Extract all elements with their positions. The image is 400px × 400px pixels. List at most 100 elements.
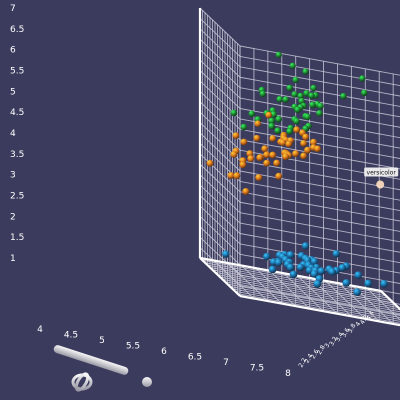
scatter-point[interactable] xyxy=(296,263,305,272)
scatter-point[interactable] xyxy=(338,264,347,272)
x-tick-label: 5 xyxy=(99,336,105,346)
scatter-point[interactable] xyxy=(261,145,269,153)
scatter-point[interactable] xyxy=(304,113,311,121)
y-tick-label: 2.5 xyxy=(10,192,24,202)
scatter-point[interactable] xyxy=(289,270,298,279)
scatter-point[interactable] xyxy=(247,155,255,163)
scatter-point[interactable] xyxy=(317,267,326,275)
scatter-point[interactable] xyxy=(259,90,267,98)
scatter-point[interactable] xyxy=(262,252,271,261)
scatter-point[interactable] xyxy=(273,159,281,167)
y-tick-label: 5.5 xyxy=(10,67,24,77)
scatter-point[interactable] xyxy=(274,258,283,267)
scatter-point[interactable] xyxy=(282,96,289,103)
scatter-point[interactable] xyxy=(332,250,341,258)
scatter-point[interactable] xyxy=(300,140,307,147)
scatter-point[interactable] xyxy=(289,62,296,69)
scatter-point[interactable] xyxy=(292,76,299,84)
scatter-point[interactable] xyxy=(294,106,301,114)
scatter-point[interactable] xyxy=(227,172,235,179)
sphere-icon[interactable] xyxy=(142,377,152,387)
scatter-point[interactable] xyxy=(354,271,363,280)
scatter-point[interactable] xyxy=(302,133,309,141)
scatter-point[interactable] xyxy=(248,110,256,118)
scatter-point[interactable] xyxy=(269,135,277,142)
scatter-point[interactable] xyxy=(275,115,283,123)
y-tick-label: 1.5 xyxy=(10,233,24,243)
scatter-point[interactable] xyxy=(285,140,293,148)
scatter-point[interactable] xyxy=(340,92,347,100)
scatter-point[interactable] xyxy=(292,150,300,158)
scatter-point[interactable] xyxy=(270,111,278,118)
scatter-point[interactable] xyxy=(317,102,324,110)
scatter-point[interactable] xyxy=(222,250,230,258)
scatter-point[interactable] xyxy=(254,120,262,128)
scatter-point[interactable] xyxy=(300,152,308,160)
scatter-point[interactable] xyxy=(279,139,287,146)
scatter-point[interactable] xyxy=(313,280,322,288)
scatter-point[interactable] xyxy=(232,132,240,139)
rotate-tool-icon[interactable] xyxy=(53,344,130,376)
scatter-point[interactable] xyxy=(293,117,300,125)
scatter-point[interactable] xyxy=(242,187,250,196)
scatter-point[interactable] xyxy=(286,84,293,92)
scatter-point[interactable] xyxy=(310,84,317,92)
scatter-point[interactable] xyxy=(353,288,362,297)
scatter-point[interactable] xyxy=(310,270,319,278)
scatter-point[interactable] xyxy=(269,151,277,159)
scatter-point[interactable] xyxy=(253,134,261,142)
floor-gridline xyxy=(241,265,283,304)
scatter-point[interactable] xyxy=(276,96,283,103)
scatter-point[interactable] xyxy=(230,109,238,117)
scatter-point[interactable] xyxy=(328,268,337,276)
scatter-point[interactable] xyxy=(286,128,293,135)
scatter-point[interactable] xyxy=(256,154,264,162)
scatter-point[interactable] xyxy=(274,127,282,135)
scatter-point[interactable] xyxy=(303,90,310,97)
scatter-point[interactable] xyxy=(364,279,373,288)
scatter-point[interactable] xyxy=(308,92,315,99)
scatter-point[interactable] xyxy=(263,159,271,167)
scatter-point[interactable] xyxy=(265,111,273,119)
scatter-point[interactable] xyxy=(240,138,248,146)
x-tick-label: 7 xyxy=(223,358,229,368)
scatter-point[interactable] xyxy=(304,146,311,154)
scatter-point[interactable] xyxy=(275,51,282,59)
scatter-point[interactable] xyxy=(268,117,276,125)
scatter-point[interactable] xyxy=(297,92,304,100)
scatter-point[interactable] xyxy=(301,242,310,250)
scatter-point[interactable] xyxy=(286,251,295,259)
scatter-point[interactable] xyxy=(255,174,263,182)
scatter-point[interactable] xyxy=(316,110,323,117)
scatter-point[interactable] xyxy=(268,265,277,274)
scatter-point[interactable] xyxy=(268,122,276,130)
orbit-ring-icon[interactable] xyxy=(71,372,93,392)
scatter-point[interactable] xyxy=(359,75,366,82)
scatter-point[interactable] xyxy=(286,263,295,272)
z-tick-label: 3 xyxy=(323,342,331,349)
back-wall-gridline xyxy=(239,170,400,201)
scatter-point[interactable] xyxy=(282,153,290,161)
scatter-point[interactable] xyxy=(314,145,321,153)
scatter-point[interactable] xyxy=(310,257,319,266)
scatter-point[interactable] xyxy=(293,126,300,134)
camera-toolbar[interactable] xyxy=(53,344,152,392)
scatter-point[interactable] xyxy=(246,150,254,158)
scatter-point[interactable] xyxy=(233,172,241,180)
scatter-point[interactable] xyxy=(275,172,283,180)
scatter-point[interactable] xyxy=(291,91,298,98)
x-tick-label: 6 xyxy=(161,347,167,357)
scatter-point[interactable] xyxy=(302,68,309,75)
scatter-point[interactable] xyxy=(342,279,351,287)
scatter-point[interactable] xyxy=(380,279,388,288)
scatter-point[interactable] xyxy=(309,101,316,109)
scatter-point[interactable] xyxy=(206,159,214,167)
scatter-point[interactable] xyxy=(361,89,368,97)
scatter-point[interactable] xyxy=(239,161,247,169)
scatter-point[interactable] xyxy=(310,138,317,146)
scatter-point[interactable] xyxy=(263,151,271,159)
scatter-point[interactable] xyxy=(240,123,248,131)
scatter-point[interactable] xyxy=(230,151,238,158)
